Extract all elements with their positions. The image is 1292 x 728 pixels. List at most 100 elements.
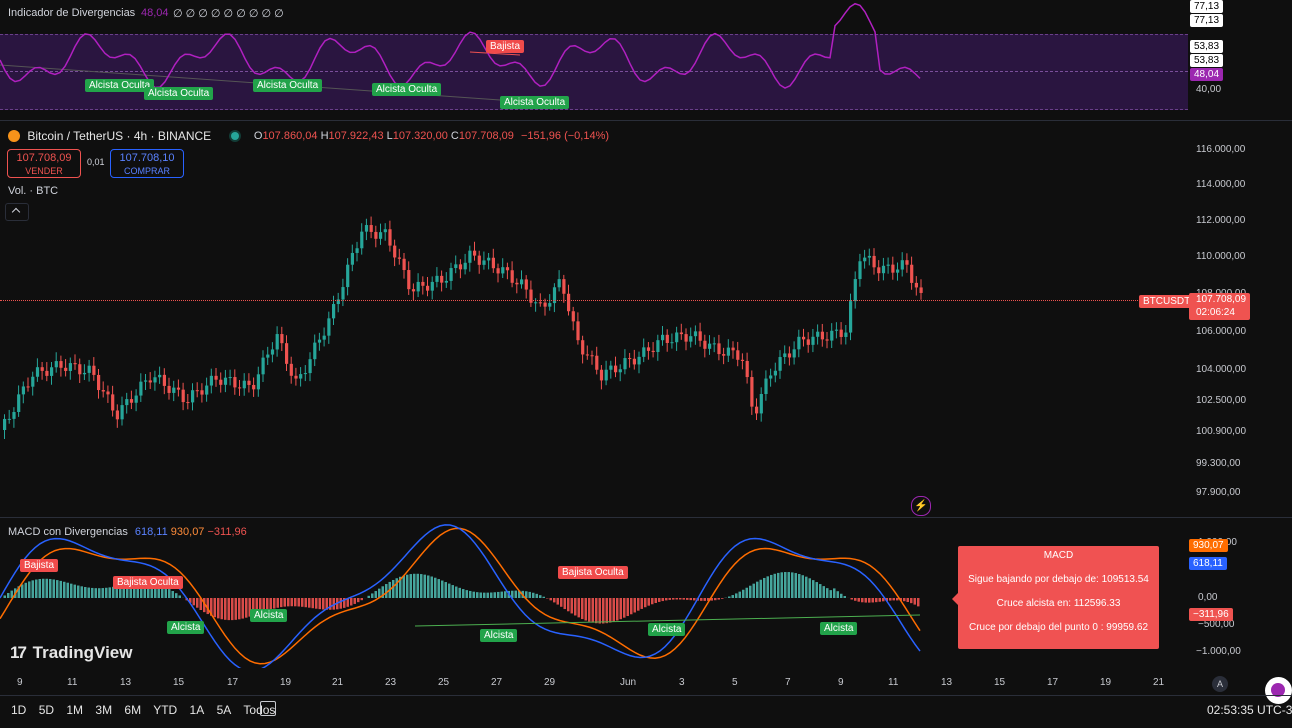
candle <box>129 399 134 403</box>
histogram-bar <box>826 588 829 598</box>
macd-chart[interactable] <box>0 518 1188 668</box>
histogram-bar <box>591 598 594 623</box>
candle <box>219 379 223 385</box>
range-button[interactable]: 1M <box>66 703 84 717</box>
collapse-button[interactable] <box>5 203 29 221</box>
candle <box>144 380 148 382</box>
histogram-bar <box>49 579 52 598</box>
histogram-bar <box>805 576 808 598</box>
histogram-bar <box>140 582 143 598</box>
candle <box>223 377 228 385</box>
divergence-title[interactable]: Indicador de Divergencias <box>8 7 136 19</box>
candle <box>68 363 72 371</box>
histogram-bar <box>199 598 202 611</box>
candle <box>332 304 336 319</box>
assistant-icon[interactable] <box>1265 677 1292 704</box>
candle <box>853 279 857 302</box>
range-button[interactable]: 5A <box>216 703 232 717</box>
candle <box>364 225 369 232</box>
candle <box>905 260 909 265</box>
pane-separator[interactable] <box>0 517 1292 518</box>
histogram-bar <box>66 582 69 598</box>
date-range-icon[interactable] <box>260 701 276 716</box>
price-axis-label: 102.500,00 <box>1196 395 1247 406</box>
histogram-bar <box>217 598 220 619</box>
candle <box>115 410 119 420</box>
candle <box>576 321 580 341</box>
candle <box>181 389 185 403</box>
range-button[interactable]: 6M <box>124 703 142 717</box>
candle <box>637 356 641 365</box>
range-button[interactable]: 1A <box>189 703 205 717</box>
volume-label[interactable]: Vol. · BTC <box>8 185 59 197</box>
market-status-icon[interactable] <box>230 131 239 140</box>
candle <box>26 386 30 388</box>
histogram-bar <box>749 585 752 598</box>
histogram-bar <box>210 598 213 616</box>
macd-axis-label: −500,00 <box>1198 619 1235 630</box>
divergence-axis-badge: 77,13 <box>1190 14 1224 27</box>
time-axis[interactable]: 9 11 13 15 17 19 21 23 25 27 29 Jun 3 5 … <box>0 672 1188 692</box>
range-button[interactable]: Todos <box>243 703 276 717</box>
histogram-bar <box>703 598 706 601</box>
histogram-bar <box>451 585 454 598</box>
candle <box>665 334 669 343</box>
candle <box>557 279 561 288</box>
candle <box>811 336 815 345</box>
tradingview-logo[interactable]: 17 TradingView <box>10 643 132 663</box>
histogram-bar <box>189 598 192 603</box>
pane-separator[interactable] <box>0 120 1292 121</box>
histogram-bar <box>588 598 591 622</box>
histogram-bar <box>714 598 717 601</box>
histogram-bar <box>101 588 104 598</box>
candle <box>482 260 486 265</box>
histogram-bar <box>80 586 83 598</box>
range-button[interactable]: 1D <box>11 703 27 717</box>
histogram-bar <box>752 583 755 598</box>
flash-icon[interactable]: ⚡ <box>911 496 931 516</box>
price-chart[interactable] <box>0 130 1188 515</box>
histogram-bar <box>395 578 398 598</box>
candle <box>228 377 232 379</box>
histogram-bar <box>238 598 241 620</box>
candle <box>50 367 54 376</box>
histogram-bar <box>248 598 251 617</box>
candle <box>515 282 519 285</box>
candle <box>87 365 91 373</box>
range-button[interactable]: 5D <box>38 703 55 717</box>
histogram-bar <box>889 598 892 601</box>
histogram-bar <box>623 598 626 618</box>
candle <box>520 279 524 285</box>
histogram-bar <box>273 598 276 609</box>
popup-title: MACD <box>1043 550 1074 561</box>
candle <box>726 347 730 356</box>
range-button[interactable]: 3M <box>95 703 113 717</box>
auto-scale-button[interactable]: A <box>1212 676 1228 692</box>
buy-button[interactable]: 107.708,10 COMPRAR <box>110 149 184 178</box>
macd-popup: MACD Sigue bajando por debajo de: 109513… <box>952 546 1159 649</box>
price-axis-label: 110.000,00 <box>1196 251 1246 262</box>
popup-line: Cruce alcista en: 112596.33 <box>996 598 1121 609</box>
time-axis-label: 23 <box>385 677 397 688</box>
macd-title[interactable]: MACD con Divergencias <box>8 526 128 538</box>
candle <box>750 377 754 407</box>
histogram-bar <box>196 598 199 608</box>
time-axis-label: 17 <box>227 677 239 688</box>
clock[interactable]: 02:53:35 UTC-3 <box>1207 703 1292 717</box>
histogram-bar <box>871 598 874 603</box>
histogram-bar <box>822 586 825 598</box>
candle <box>397 257 401 259</box>
histogram-bar <box>616 598 619 621</box>
histogram-bar <box>353 598 356 604</box>
last-price-value: 107.708,09 <box>1196 294 1247 305</box>
symbol-name[interactable]: Bitcoin / TetherUS · 4h · BINANCE <box>27 128 212 143</box>
sell-button[interactable]: 107.708,09 VENDER <box>7 149 81 178</box>
divergence-tag: Alcista Oculta <box>500 96 570 109</box>
range-button[interactable]: YTD <box>153 703 178 717</box>
candle <box>834 329 839 331</box>
time-axis-label: 13 <box>120 677 132 688</box>
time-axis-label: 9 <box>17 677 23 688</box>
histogram-bar <box>87 587 90 598</box>
divergence-axis-badge: 53,83 <box>1190 40 1224 53</box>
macd-tag: Alcista <box>167 621 205 634</box>
